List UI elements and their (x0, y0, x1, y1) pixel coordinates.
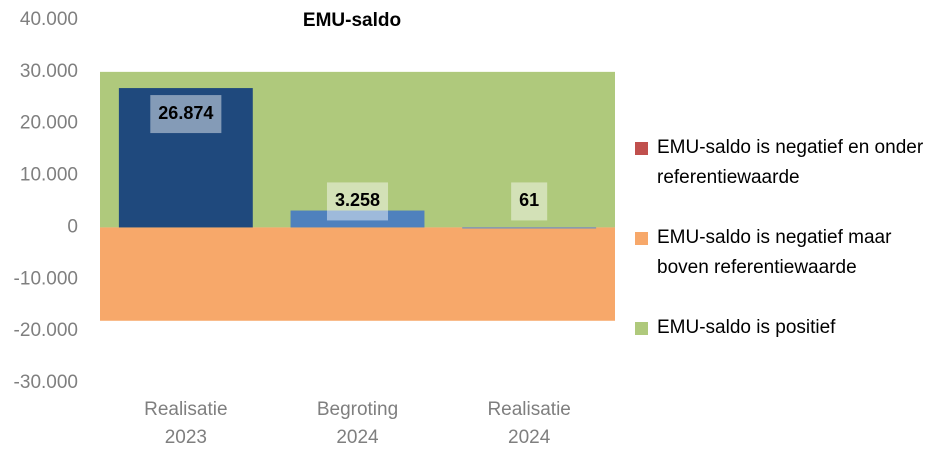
chart-title: EMU-saldo (303, 10, 401, 31)
y-tick-label: 40.000 (20, 9, 78, 30)
legend-label: EMU-saldo is negatief en onder referenti… (657, 137, 924, 188)
value-label-group: 61 (511, 182, 548, 221)
y-tick-label: -10.000 (14, 268, 78, 289)
legend-label: EMU-saldo is negatief maar boven referen… (657, 227, 892, 278)
value-label-group: 3.258 (326, 182, 389, 221)
value-label-box (150, 95, 222, 134)
legend: EMU-saldo is negatief en onder referenti… (635, 133, 925, 343)
legend-swatch (635, 322, 648, 335)
legend-label: EMU-saldo is positief (657, 317, 836, 338)
y-tick-label: 20.000 (20, 113, 78, 134)
bar (462, 227, 597, 229)
y-tick-label: -30.000 (14, 372, 78, 393)
x-tick-label: Begroting 2024 (316, 399, 399, 448)
legend-swatch (635, 142, 648, 155)
value-label: 61 (519, 190, 539, 210)
legend-item: EMU-saldo is negatief en onder referenti… (635, 133, 925, 193)
value-label: 3.258 (335, 190, 380, 210)
y-tick-label: -20.000 (14, 320, 78, 341)
legend-swatch (635, 232, 648, 245)
legend-item: EMU-saldo is positief (635, 313, 925, 343)
value-label-box (326, 182, 389, 221)
y-tick-label: 10.000 (20, 165, 78, 186)
y-tick-label: 30.000 (20, 61, 78, 82)
value-label-group: 26.874 (150, 95, 222, 134)
x-tick-label: Realisatie 2024 (487, 399, 571, 448)
value-label: 26.874 (158, 103, 213, 123)
value-label-box (511, 182, 548, 221)
bar (118, 88, 253, 228)
bar (290, 210, 425, 228)
band (100, 227, 615, 321)
x-tick-label: Realisatie 2023 (144, 399, 228, 448)
y-tick-label: 0 (67, 216, 78, 237)
legend-item: EMU-saldo is negatief maar boven referen… (635, 223, 925, 283)
